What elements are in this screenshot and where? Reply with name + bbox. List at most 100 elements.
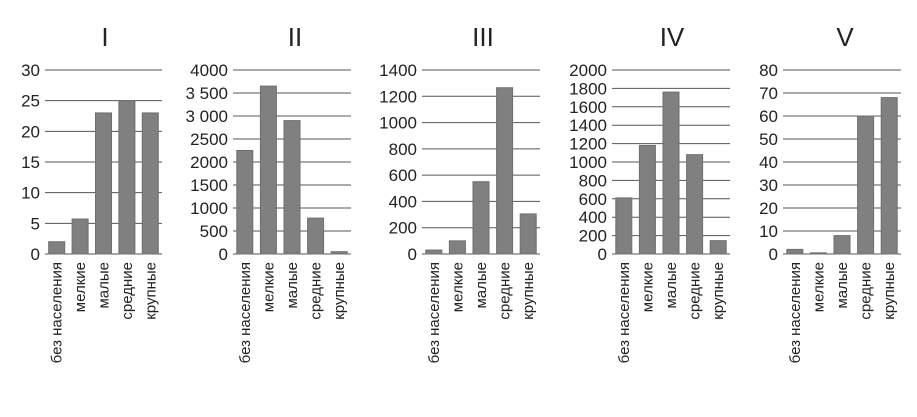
bar-3: [662, 91, 680, 255]
chart-5: V 0 10 20 30 40 50 60 70 80 без населения мелкие мал…: [759, 22, 901, 363]
y-tick-label: 500: [200, 222, 228, 241]
y-tick-label: 800: [389, 140, 417, 159]
y-tick-label: 600: [389, 166, 417, 185]
bar-5: [709, 240, 727, 255]
y-tick-label: 400: [389, 192, 417, 211]
x-tick-label: крупные: [142, 262, 159, 320]
bar-2: [809, 252, 827, 255]
bar-4: [857, 115, 875, 255]
y-tick-label: 60: [759, 107, 778, 126]
x-tick-label: крупные: [331, 262, 348, 320]
x-tick-label: крупные: [710, 262, 727, 320]
bar-4: [496, 87, 514, 255]
y-tick-label: 10: [759, 222, 778, 241]
y-tick-label: 4000: [190, 61, 228, 80]
bar-4: [307, 217, 325, 255]
y-tick-label: 1000: [569, 153, 607, 172]
bar-4: [118, 100, 136, 255]
x-tick-label: средние: [308, 262, 325, 320]
y-tick-label: 30: [759, 176, 778, 195]
x-tick-label: малые: [663, 262, 680, 309]
x-tick-label: средние: [119, 262, 136, 320]
bar-5: [141, 112, 159, 255]
y-tick-label: 1600: [569, 98, 607, 117]
bar-2: [259, 85, 277, 255]
y-tick-label: 0: [31, 245, 40, 264]
y-tick-label: 1400: [569, 116, 607, 135]
x-tick-label: средние: [858, 262, 875, 320]
y-tick-label: 1000: [379, 114, 417, 133]
y-tick-label: 200: [579, 227, 607, 246]
y-tick-label: 800: [579, 171, 607, 190]
y-tick-label: 200: [389, 219, 417, 238]
bar-5: [880, 97, 898, 255]
x-tick-label: без населения: [616, 262, 633, 363]
y-tick-label: 20: [21, 122, 40, 141]
y-tick-label: 0: [408, 245, 417, 264]
chart-title: II: [288, 22, 302, 52]
chart-1: I 0 5 10 15 20 25 30 без населения мелкие малые сре…: [21, 22, 162, 363]
y-tick-label: 1000: [190, 199, 228, 218]
x-tick-label: средние: [687, 262, 704, 320]
x-tick-label: малые: [284, 262, 301, 309]
y-tick-label: 20: [759, 199, 778, 218]
y-tick-label: 25: [21, 92, 40, 111]
y-tick-label: 1500: [190, 176, 228, 195]
y-tick-label: 1800: [569, 79, 607, 98]
bar-3: [95, 112, 112, 255]
bar-2: [448, 240, 466, 255]
x-tick-label: малые: [96, 262, 113, 309]
x-tick-label: крупные: [520, 262, 537, 320]
y-tick-label: 2000: [569, 61, 607, 80]
chart-title: V: [836, 22, 854, 52]
bar-1: [615, 197, 633, 255]
y-tick-label: 2000: [190, 153, 228, 172]
x-tick-label: без населения: [49, 262, 66, 363]
x-tick-label: без населения: [237, 262, 254, 363]
y-tick-label: 400: [579, 208, 607, 227]
bar-3: [283, 120, 301, 255]
x-tick-label: мелкие: [72, 262, 89, 312]
bar-3: [472, 181, 490, 255]
bar-1: [786, 248, 804, 255]
y-tick-label: 3 500: [185, 84, 228, 103]
x-tick-label: крупные: [881, 262, 898, 320]
bar-1: [48, 241, 66, 255]
bar-1: [425, 249, 443, 255]
y-tick-label: 2500: [190, 130, 228, 149]
y-tick-label: 70: [759, 84, 778, 103]
x-tick-label: мелкие: [639, 262, 656, 312]
y-tick-label: 1200: [569, 135, 607, 154]
chart-3: III 0 200 400 600 800 1000 1200 1400 без населени…: [379, 22, 540, 363]
y-tick-label: 0: [219, 245, 228, 264]
chart-title: III: [472, 22, 494, 52]
x-tick-label: малые: [473, 262, 490, 309]
y-tick-label: 600: [579, 190, 607, 209]
y-tick-label: 1400: [379, 61, 417, 80]
y-tick-label: 15: [21, 153, 40, 172]
x-tick-label: без населения: [787, 262, 804, 363]
bar-5: [519, 213, 537, 255]
chart-title: I: [101, 22, 108, 52]
chart-2: II 0 500 1000 1500 2000 2500 3 000 3 500 4000 без …: [185, 22, 351, 363]
y-tick-label: 40: [759, 153, 778, 172]
y-tick-label: 1200: [379, 87, 417, 106]
x-tick-label: мелкие: [449, 262, 466, 312]
bar-3: [833, 235, 851, 255]
x-tick-label: без населения: [426, 262, 443, 363]
x-tick-label: малые: [834, 262, 851, 309]
bar-2: [71, 218, 89, 255]
x-tick-label: средние: [497, 262, 514, 320]
y-tick-label: 0: [598, 245, 607, 264]
x-tick-label: мелкие: [260, 262, 277, 312]
y-tick-label: 50: [759, 130, 778, 149]
y-tick-label: 10: [21, 184, 40, 203]
y-tick-label: 0: [769, 245, 778, 264]
x-tick-label: мелкие: [810, 262, 827, 312]
bar-5: [330, 251, 348, 255]
y-tick-label: 30: [21, 61, 40, 80]
y-tick-label: 80: [759, 61, 778, 80]
bar-2: [638, 144, 656, 255]
